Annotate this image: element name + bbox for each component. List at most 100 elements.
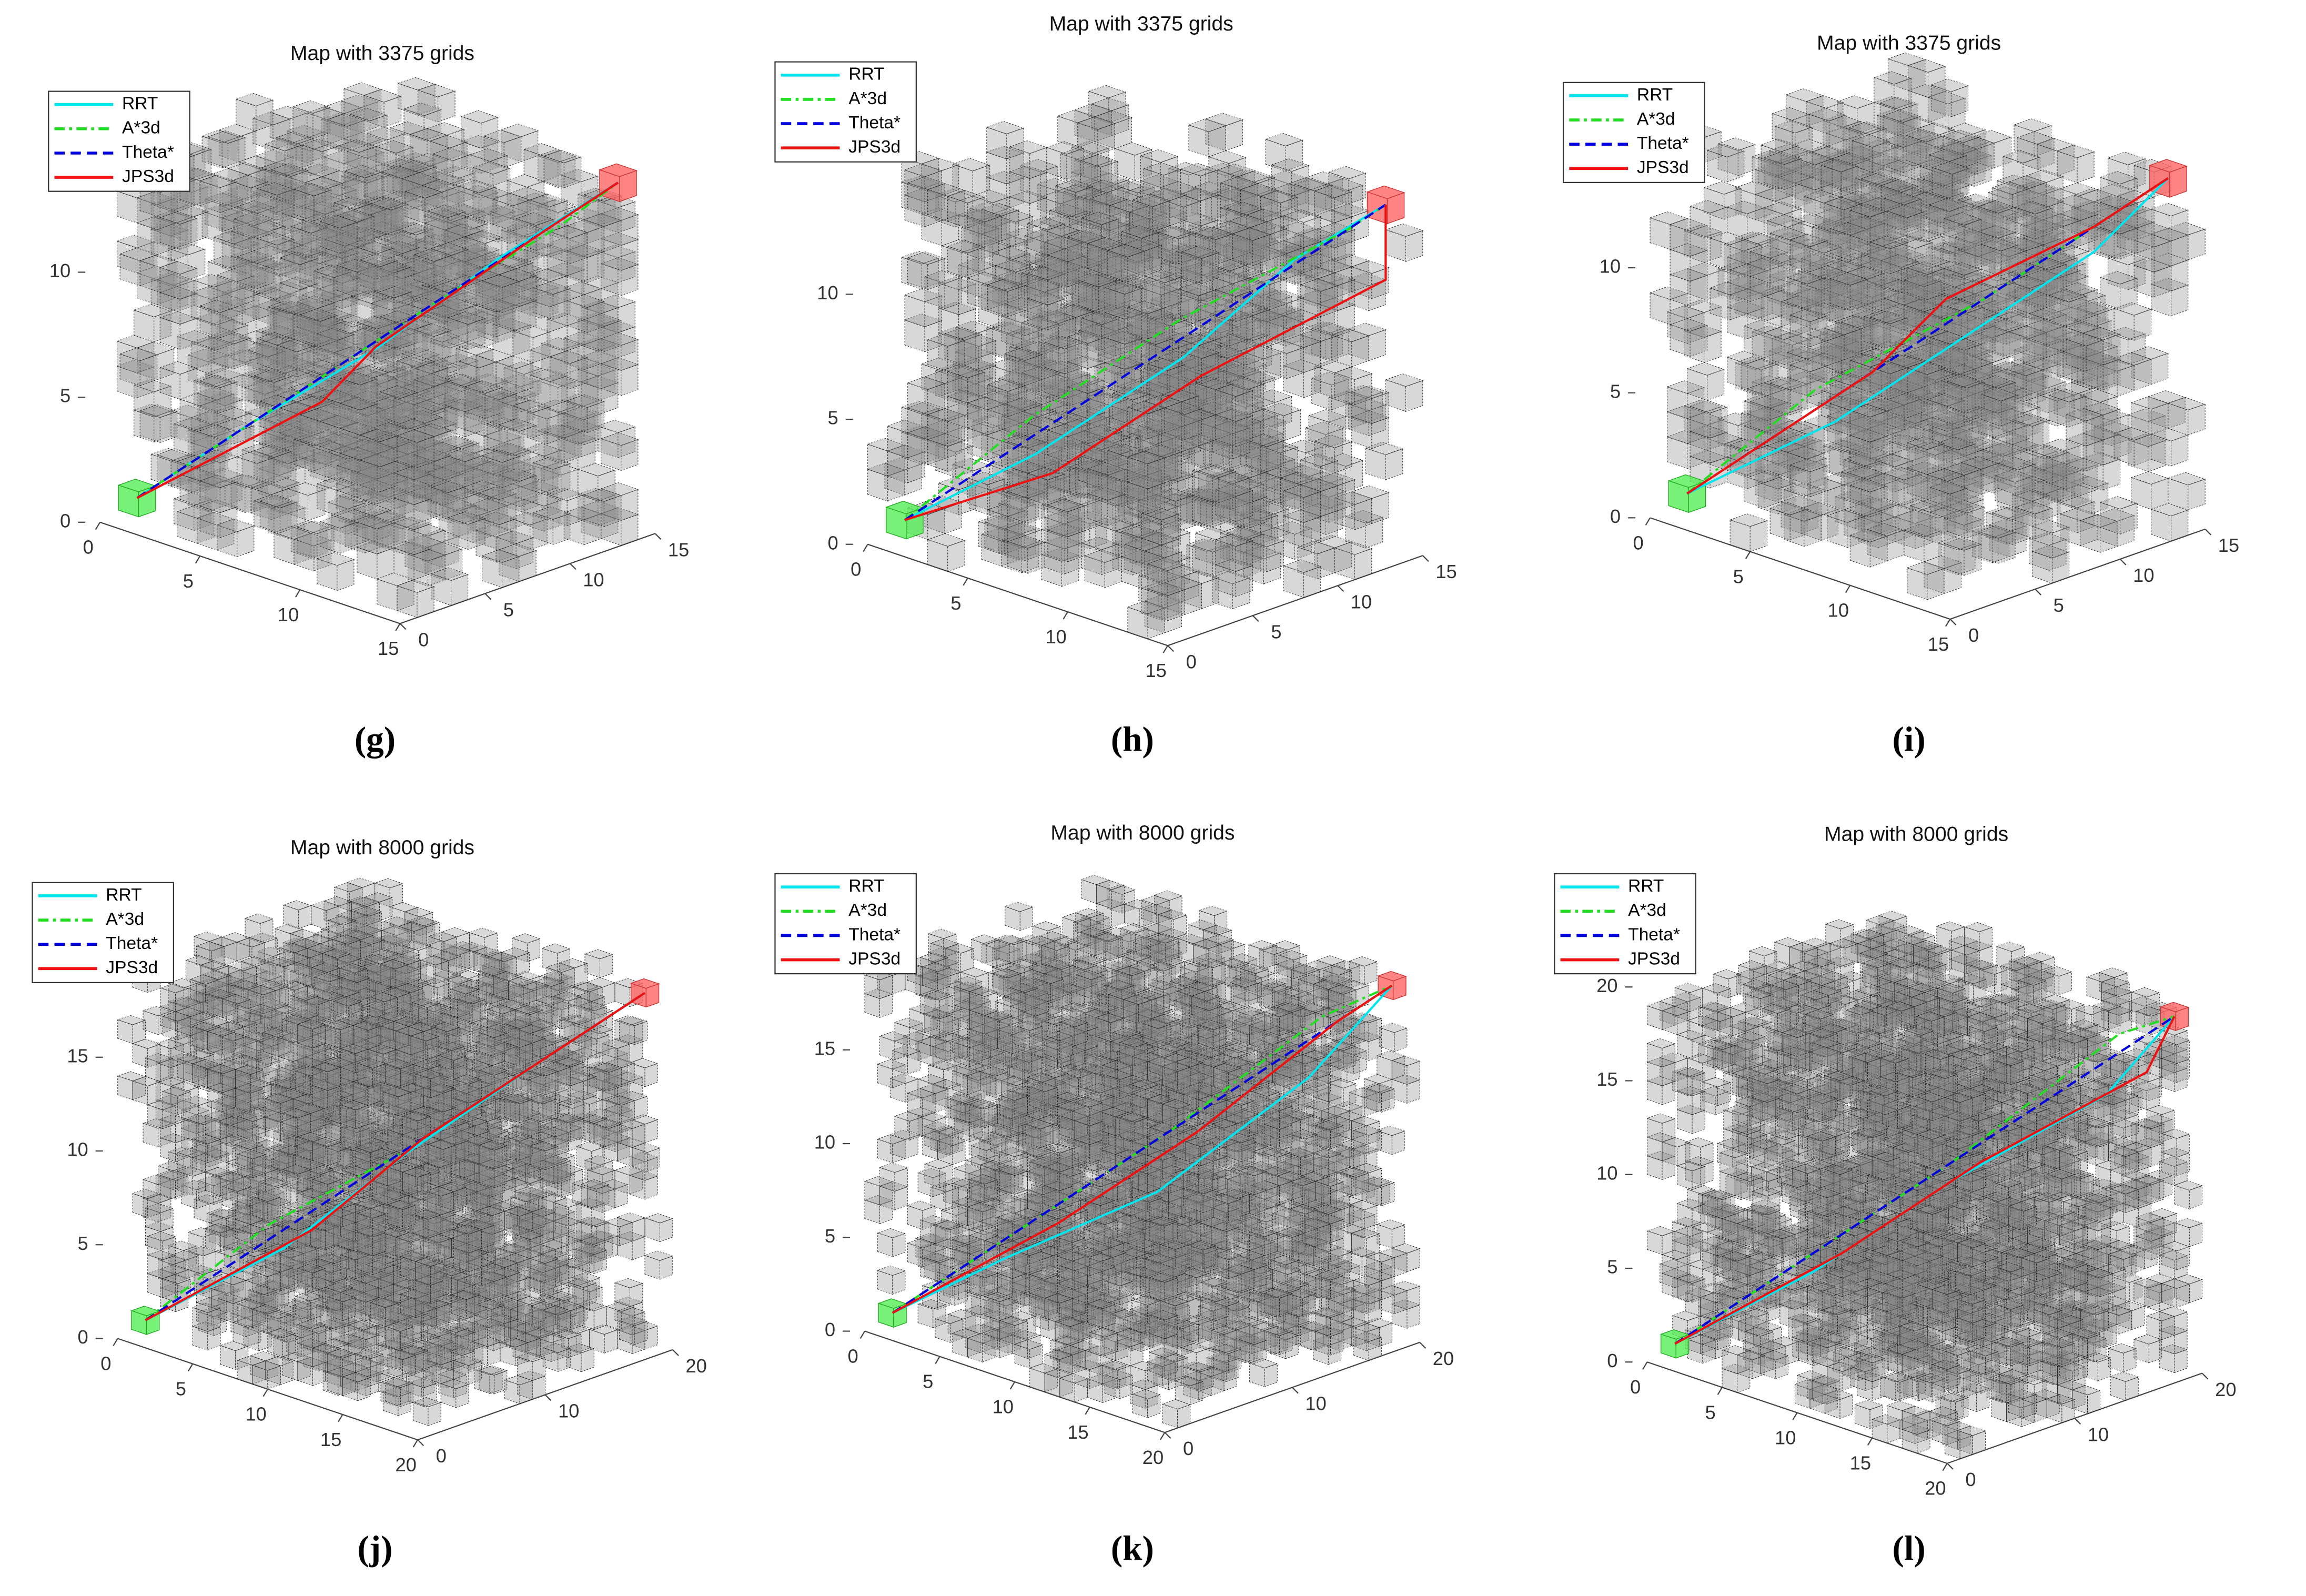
obstacle-cube: [452, 454, 491, 493]
obstacle-cube: [1929, 481, 1968, 520]
obstacle-cube: [251, 1191, 281, 1221]
obstacle-cube: [1127, 450, 1166, 489]
obstacle-cube: [402, 1167, 431, 1197]
obstacle-cube: [2048, 289, 2087, 328]
obstacle-cube: [1289, 1129, 1319, 1158]
obstacle-cube: [924, 1122, 954, 1151]
x-tick: [1160, 1432, 1166, 1440]
obstacle-cube: [235, 93, 274, 132]
obstacle-cube: [1074, 1359, 1104, 1389]
obstacle-cube: [296, 520, 335, 559]
obstacle-cube: [478, 1065, 508, 1095]
obstacle-cube: [1808, 108, 1847, 147]
obstacle-cube: [427, 1139, 457, 1169]
y-tick-label: 15: [1435, 561, 1457, 582]
obstacle-cube: [464, 380, 503, 419]
y-tick: [1252, 615, 1259, 622]
obstacle-cube: [1686, 362, 1725, 401]
obstacle-cube: [1014, 1339, 1044, 1369]
obstacle-cube: [1726, 350, 1765, 389]
y-tick: [544, 1394, 552, 1401]
x-tick: [1845, 585, 1851, 593]
obstacle-cube: [517, 1296, 546, 1325]
panel: Map with 3375 grids(g)051015051015051015…: [48, 42, 689, 759]
obstacle-cube: [1669, 318, 1708, 357]
obstacle-cube: [1055, 179, 1094, 218]
obstacle-cube: [1997, 457, 2036, 496]
y-tick-label: 10: [558, 1400, 579, 1422]
obstacle-cube: [1149, 1310, 1179, 1339]
z-tick-label: 10: [1600, 256, 1621, 277]
obstacle-cube: [1104, 1276, 1134, 1305]
obstacle-cube: [1869, 360, 1908, 399]
z-tick-label: 15: [67, 1045, 88, 1066]
obstacle-cube: [906, 1088, 936, 1117]
obstacle-cube: [2150, 503, 2189, 542]
obstacle-cube: [517, 1351, 546, 1381]
obstacle-cube: [529, 1066, 559, 1095]
obstacle-cube: [253, 494, 292, 533]
obstacle-cube: [339, 1100, 369, 1129]
obstacle-cube: [207, 1064, 237, 1093]
obstacle-cube: [453, 1356, 482, 1385]
obstacle-cube: [341, 1166, 371, 1195]
obstacles: [117, 877, 674, 1426]
obstacle-cube: [341, 1372, 371, 1401]
obstacle-cube: [320, 413, 359, 452]
obstacle-cube: [1763, 151, 1802, 190]
obstacle-cube: [1384, 373, 1424, 412]
obstacle-cube: [584, 949, 614, 978]
x-tick-label: 0: [1633, 532, 1644, 553]
obstacle-cube: [947, 190, 986, 228]
obstacle-cube: [311, 1062, 341, 1091]
x-tick-label: 10: [245, 1403, 266, 1425]
y-tick-label: 10: [1305, 1393, 1326, 1415]
obstacle-cube: [276, 339, 315, 378]
obstacle-cube: [481, 449, 520, 488]
obstacle-cube: [1829, 272, 1868, 311]
obstacle-cube: [1789, 234, 1828, 272]
obstacle-cube: [1178, 282, 1217, 321]
caption: (h): [1111, 720, 1154, 759]
obstacle-cube: [605, 1095, 635, 1125]
z-tick-label: 10: [814, 1132, 835, 1153]
obstacle-cube: [237, 1149, 267, 1178]
obstacle-cube: [1134, 1192, 1164, 1222]
y-tick-label: 10: [1351, 591, 1372, 612]
obstacle-cube: [2059, 182, 2098, 221]
obstacle-cube: [1943, 212, 1982, 251]
obstacle-cube: [297, 1263, 327, 1292]
obstacle-cube: [1980, 238, 2019, 277]
obstacle-cube: [267, 1328, 297, 1357]
obstacle-cube: [966, 1202, 996, 1231]
obstacle-cube: [2048, 389, 2087, 428]
obstacle-cube: [1027, 467, 1066, 506]
obstacle-cube: [147, 1231, 177, 1260]
obstacle-cube: [549, 225, 588, 264]
obstacle-cube: [132, 1188, 161, 1218]
obstacle-cube: [1149, 1272, 1179, 1302]
chart-title: Map with 8000 grids: [1050, 822, 1235, 844]
y-tick-label: 0: [1186, 651, 1197, 672]
obstacle-cube: [2014, 501, 2053, 540]
y-tick: [672, 1349, 679, 1356]
obstacle-cube: [199, 299, 238, 338]
obstacle-cube: [1706, 144, 1745, 183]
obstacle-cube: [1384, 223, 1424, 262]
obstacle-cube: [532, 456, 571, 495]
obstacle-cube: [329, 376, 368, 415]
obstacle-cube: [1289, 1204, 1319, 1234]
z-tick-label: 5: [1610, 380, 1621, 402]
obstacle-cube: [2065, 332, 2104, 372]
obstacle-cube: [1726, 200, 1765, 239]
x-tick-label: 5: [183, 570, 194, 592]
obstacle-cube: [1215, 383, 1254, 422]
obstacle-cube: [1946, 300, 1985, 339]
obstacle-cube: [578, 1001, 608, 1031]
obstacle-cube: [1044, 1349, 1074, 1379]
obstacle-cube: [478, 487, 517, 526]
obstacle-cube: [159, 261, 198, 300]
obstacle-cube: [427, 205, 466, 243]
